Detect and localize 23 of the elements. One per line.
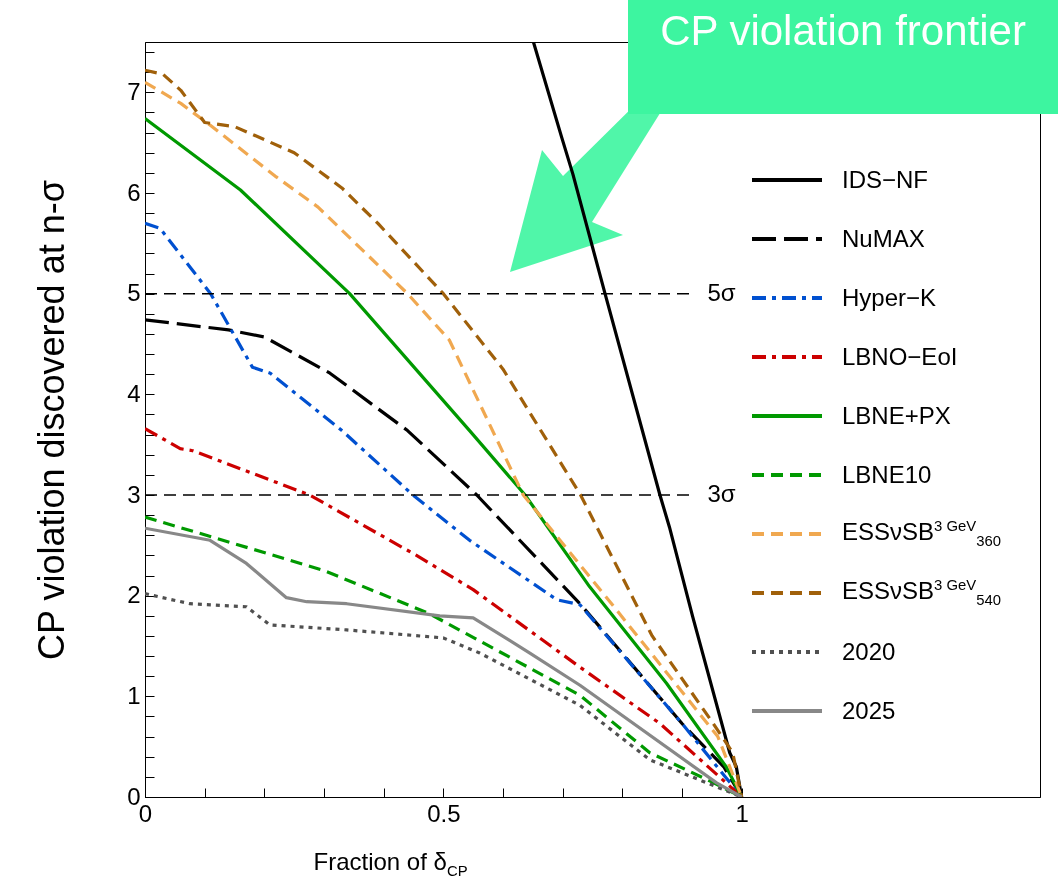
y-tick-label: 1 <box>127 681 141 709</box>
x-tick-label: 0.5 <box>427 799 461 827</box>
legend-label: Hyper−K <box>842 283 937 312</box>
y-tick-label: 4 <box>127 379 141 407</box>
ref-line-label: 5σ <box>707 278 736 306</box>
legend-label: 2025 <box>842 696 896 725</box>
y-tick-label: 2 <box>127 581 141 609</box>
x-axis-title: Fraction of δ$_{CP}$ <box>313 848 468 879</box>
x-tick-label: 1 <box>735 799 749 827</box>
legend-label: NuMAX <box>842 224 925 253</box>
y-tick-label: 0 <box>127 782 141 810</box>
y-axis-title: CP violation discovered at n-σ <box>31 179 73 660</box>
legend-label: LBNE+PX <box>842 401 951 430</box>
annotation: CP violation frontier <box>628 0 1058 114</box>
legend-label: LBNO−EoI <box>842 342 958 371</box>
y-tick-label: 3 <box>127 480 141 508</box>
y-tick-label: 5 <box>127 279 141 307</box>
legend-label: 2020 <box>842 637 896 666</box>
legend-label: LBNE10 <box>842 460 932 489</box>
y-tick-label: 7 <box>127 77 141 105</box>
ref-line-label: 3σ <box>707 480 736 507</box>
y-tick-label: 6 <box>127 178 141 206</box>
legend-label: IDS−NF <box>842 165 929 194</box>
